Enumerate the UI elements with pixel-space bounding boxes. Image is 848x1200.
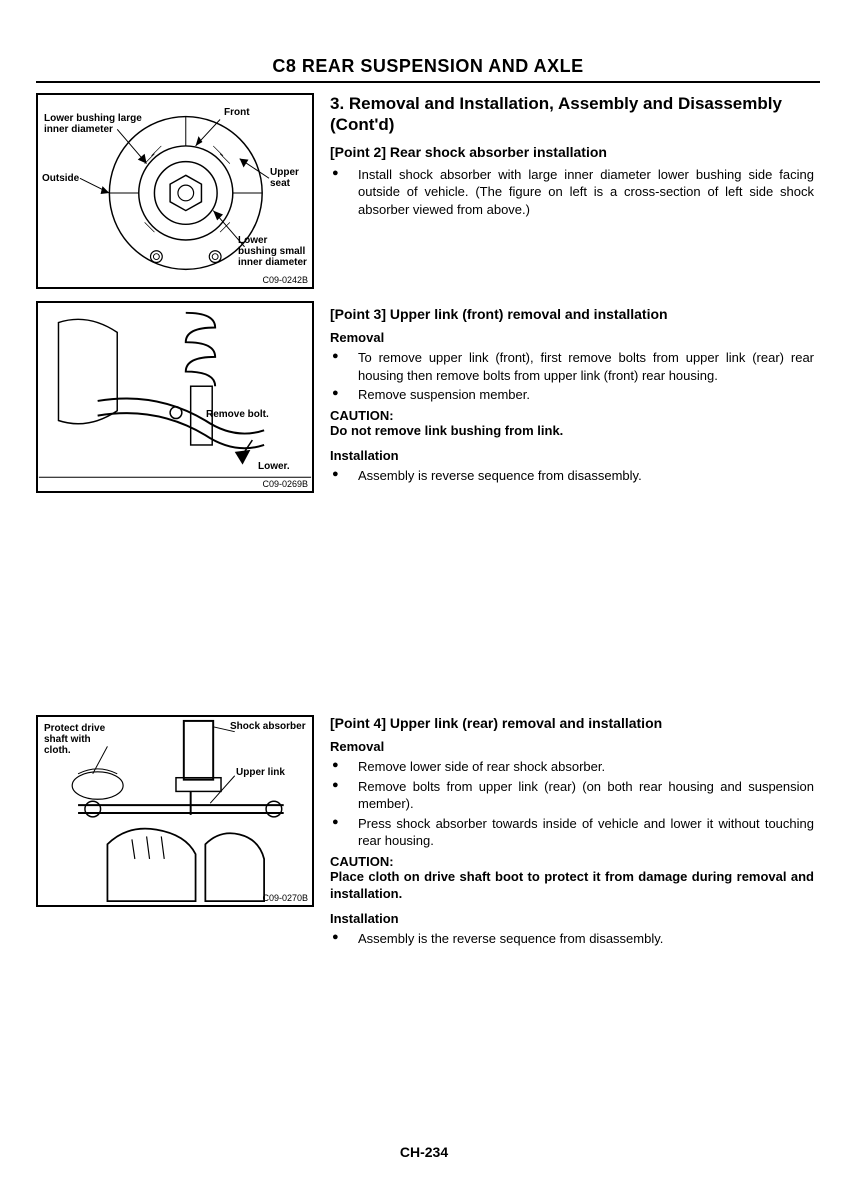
point4-caution-text: Place cloth on drive shaft boot to prote…	[330, 869, 814, 903]
fig1-label-lower-small: Lower bushing small inner diameter	[238, 235, 308, 268]
point4-bullet1: Remove lower side of rear shock absorber…	[330, 758, 814, 776]
point3-block: [Point 3] Upper link (front) removal and…	[330, 306, 814, 484]
fig2-code: C09-0269B	[262, 479, 308, 489]
point3-removal-heading: Removal	[330, 330, 814, 345]
fig1-code: C09-0242B	[262, 275, 308, 285]
point4-bullet3: Press shock absorber towards inside of v…	[330, 815, 814, 850]
figure-2: Remove bolt. Lower. C09-0269B	[36, 301, 314, 493]
point3-caution-label: CAUTION:	[330, 408, 814, 423]
point4-bullet2: Remove bolts from upper link (rear) (on …	[330, 778, 814, 813]
point3-bullet1: To remove upper link (front), first remo…	[330, 349, 814, 384]
point4-caution-label: CAUTION:	[330, 854, 814, 869]
point2-bullets: Install shock absorber with large inner …	[330, 166, 814, 219]
page-number: CH-234	[0, 1144, 848, 1160]
point3-installation-heading: Installation	[330, 448, 814, 463]
point3-removal-bullets: To remove upper link (front), first remo…	[330, 349, 814, 404]
fig3-label-upperlink: Upper link	[236, 767, 285, 778]
page-header: C8 REAR SUSPENSION AND AXLE	[36, 56, 820, 83]
point4-heading: [Point 4] Upper link (rear) removal and …	[330, 715, 814, 731]
point4-installation-heading: Installation	[330, 911, 814, 926]
fig1-label-front: Front	[224, 107, 250, 118]
point3-bullet3: Assembly is reverse sequence from disass…	[330, 467, 814, 485]
fig3-label-protect: Protect drive shaft with cloth.	[44, 723, 120, 756]
fig2-label-remove-bolt: Remove bolt.	[206, 409, 269, 420]
fig3-code: C09-0270B	[262, 893, 308, 903]
right-column-top: 3. Removal and Installation, Assembly an…	[330, 93, 820, 505]
left-column: Lower bushing large inner diameter Front…	[36, 93, 314, 505]
point3-install-bullets: Assembly is reverse sequence from disass…	[330, 467, 814, 485]
figure-1: Lower bushing large inner diameter Front…	[36, 93, 314, 289]
figure-3: Protect drive shaft with cloth. Shock ab…	[36, 715, 314, 907]
fig1-label-lower-large: Lower bushing large inner diameter	[44, 113, 154, 135]
point4-install-bullets: Assembly is the reverse sequence from di…	[330, 930, 814, 948]
content-top: Lower bushing large inner diameter Front…	[36, 93, 820, 505]
fig1-label-outside: Outside	[42, 173, 79, 184]
point2-heading: [Point 2] Rear shock absorber installati…	[330, 144, 814, 160]
fig1-label-upper-seat: Upper seat	[270, 167, 312, 189]
point3-caution-text: Do not remove link bushing from link.	[330, 423, 814, 440]
point4-removal-bullets: Remove lower side of rear shock absorber…	[330, 758, 814, 850]
section-title: 3. Removal and Installation, Assembly an…	[330, 93, 814, 136]
point3-bullet2: Remove suspension member.	[330, 386, 814, 404]
point2-bullet1: Install shock absorber with large inner …	[330, 166, 814, 219]
point4-bullet4: Assembly is the reverse sequence from di…	[330, 930, 814, 948]
fig3-label-shock: Shock absorber	[230, 721, 306, 732]
left-column-4: Protect drive shaft with cloth. Shock ab…	[36, 715, 314, 951]
fig2-label-lower: Lower.	[258, 461, 290, 472]
right-column-4: [Point 4] Upper link (rear) removal and …	[330, 715, 820, 951]
point3-heading: [Point 3] Upper link (front) removal and…	[330, 306, 814, 322]
point4-removal-heading: Removal	[330, 739, 814, 754]
section4: Protect drive shaft with cloth. Shock ab…	[36, 715, 820, 951]
